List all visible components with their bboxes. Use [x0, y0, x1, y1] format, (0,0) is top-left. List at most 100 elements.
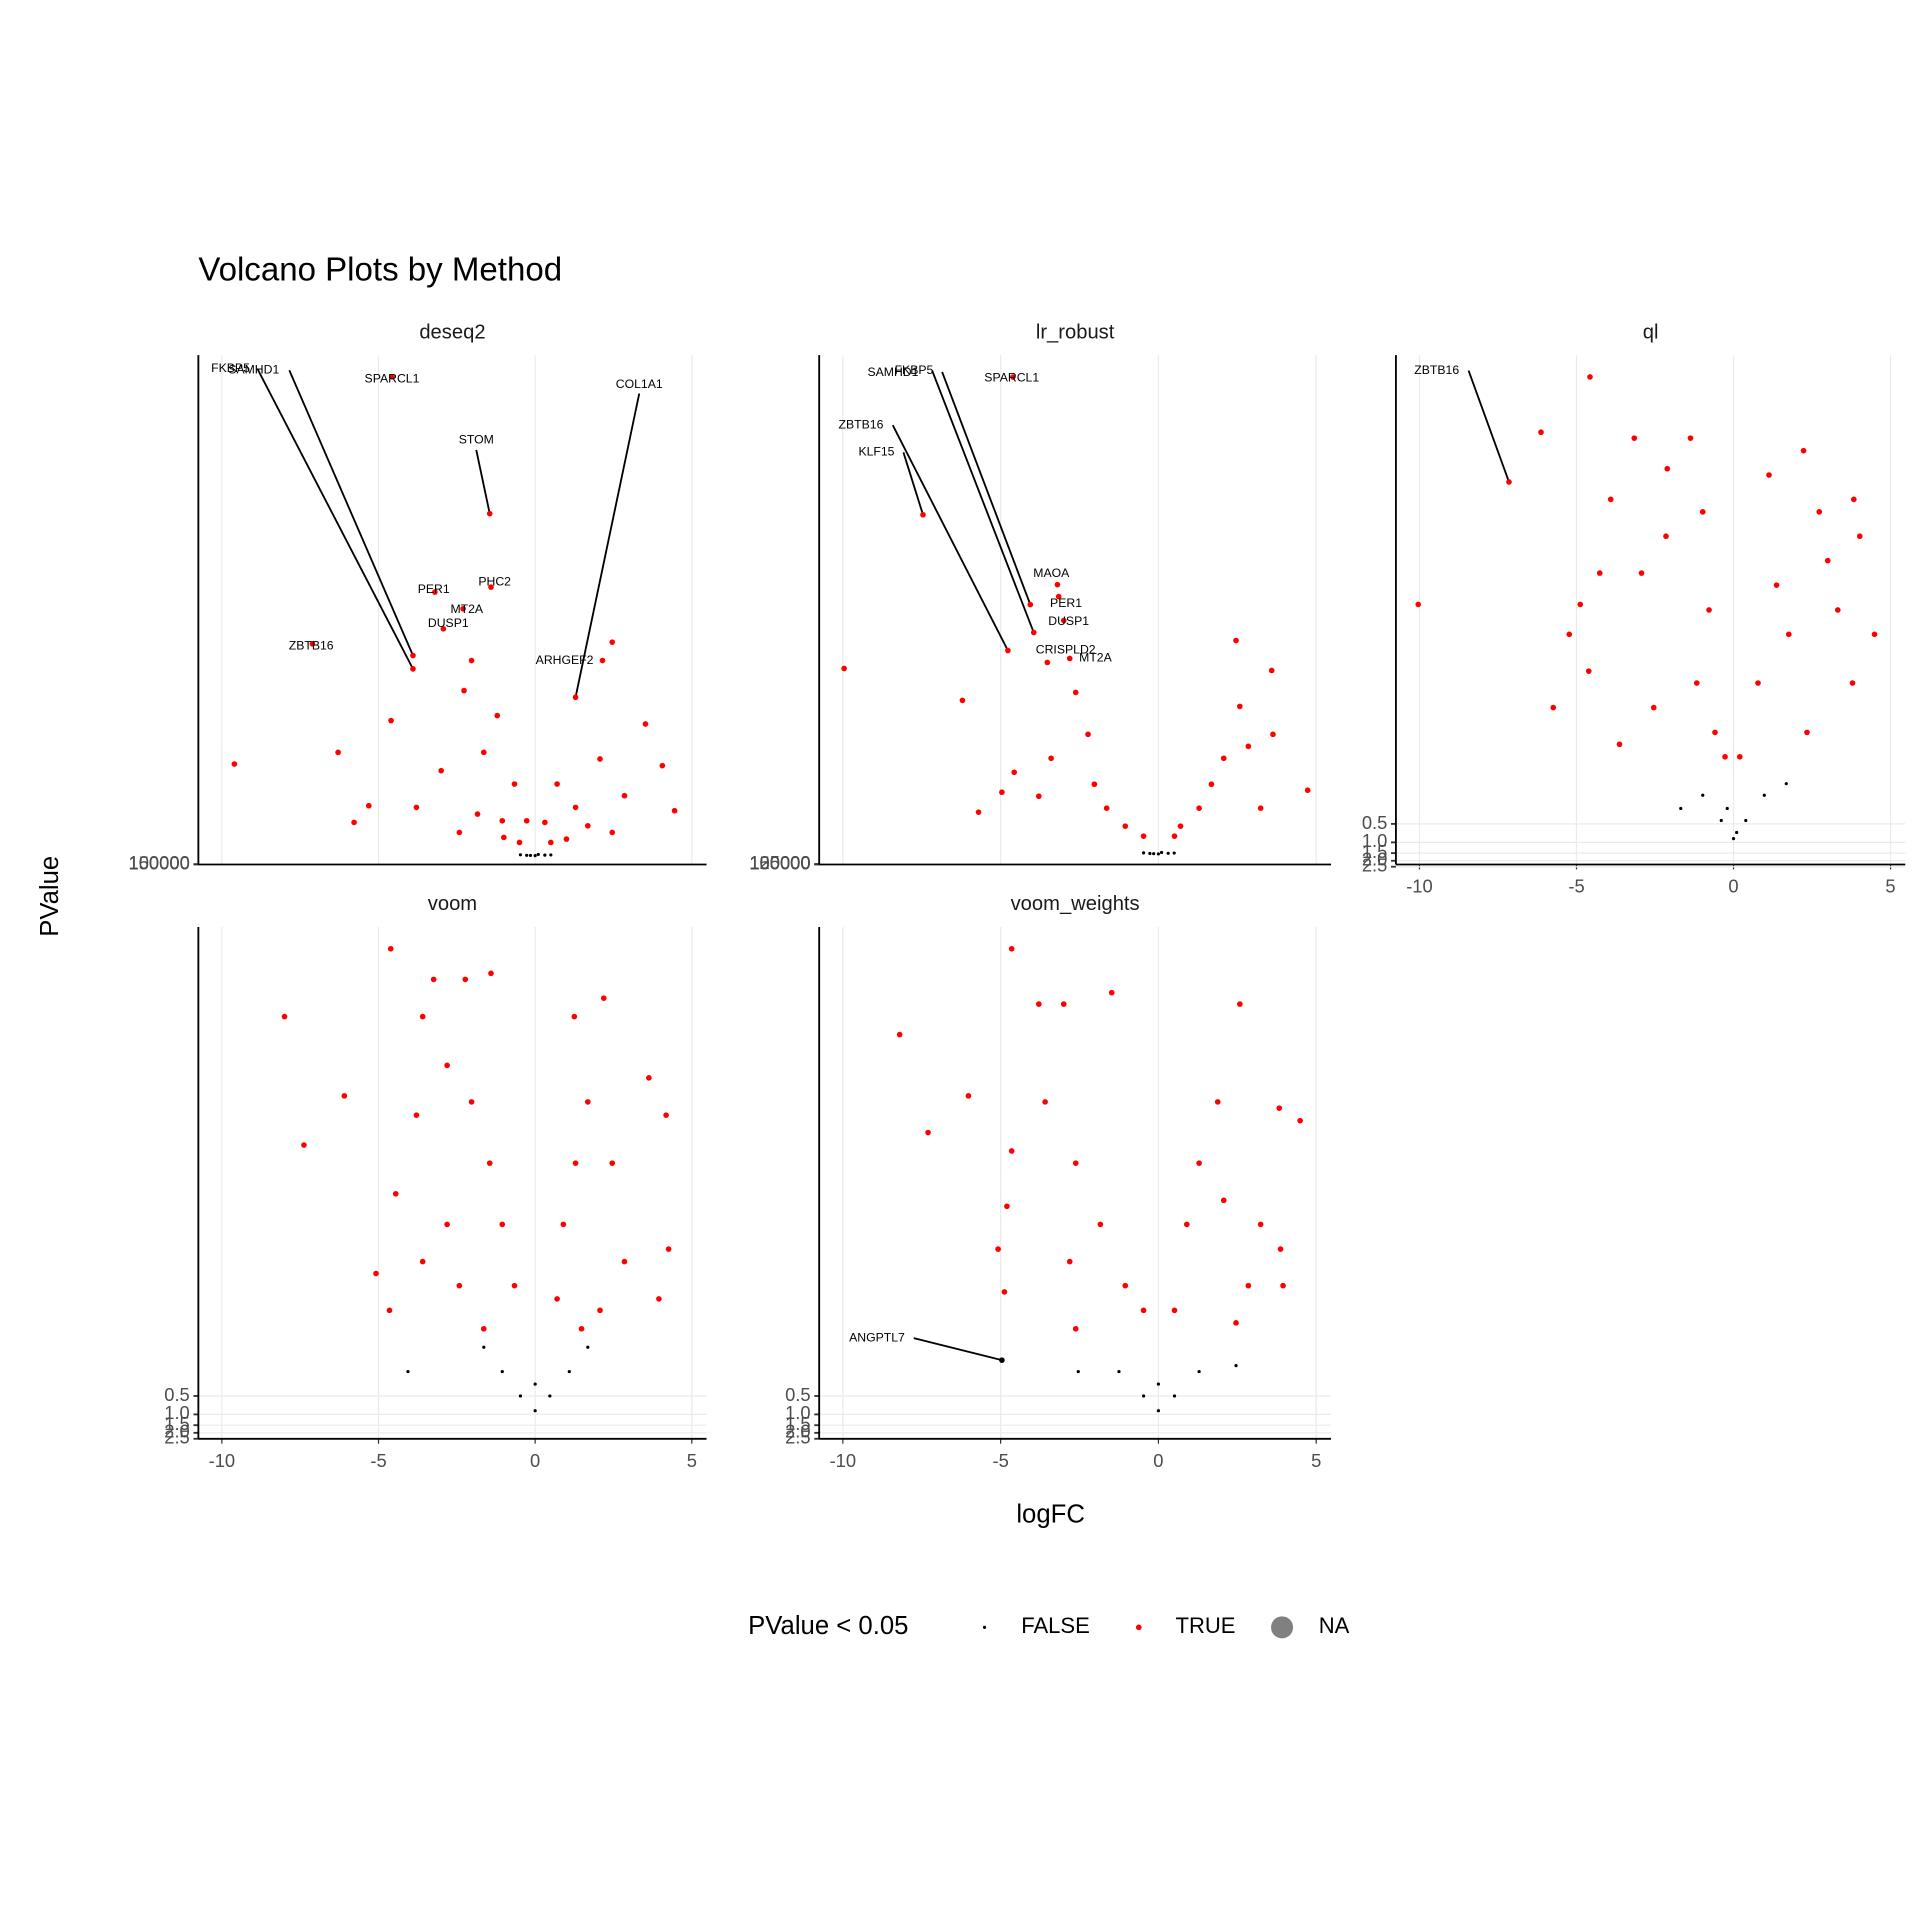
point	[1072, 1325, 1079, 1332]
point	[1607, 496, 1614, 503]
point	[1304, 787, 1311, 794]
point	[621, 792, 628, 799]
point	[1699, 509, 1706, 515]
point	[335, 749, 341, 756]
point	[1172, 1394, 1177, 1398]
point	[301, 1142, 307, 1148]
y-tick-label: 2.0	[1362, 849, 1388, 870]
labeled-point	[1066, 655, 1073, 662]
y-tick-label: 0.5	[164, 1384, 190, 1405]
point	[480, 1325, 487, 1332]
point	[1091, 781, 1098, 788]
point	[1735, 830, 1739, 835]
point	[1233, 637, 1239, 644]
x-tick-label: -10	[1406, 876, 1433, 897]
labeled-point	[599, 657, 606, 664]
point	[597, 756, 603, 762]
point	[1722, 753, 1728, 760]
point-label: SPARCL1	[984, 371, 1039, 385]
point	[468, 1099, 475, 1105]
point	[554, 781, 560, 787]
point	[1577, 601, 1584, 608]
point-label: CRISPLD2	[1036, 642, 1096, 656]
point-label: SAMHD1	[228, 362, 279, 376]
point	[1141, 1394, 1146, 1398]
point-label: ZBTB16	[1414, 363, 1459, 377]
strip-title: voom	[428, 893, 477, 915]
point	[965, 1093, 972, 1099]
point	[1103, 805, 1110, 812]
point	[511, 781, 518, 787]
point	[1011, 769, 1018, 776]
point	[474, 811, 481, 817]
y-tick-label: 2.5	[785, 1427, 811, 1448]
y-tick-label: 1.5	[785, 1413, 811, 1434]
point	[1122, 823, 1129, 829]
point	[1566, 631, 1573, 638]
point	[1270, 731, 1276, 738]
figure-title: Volcano Plots by Method	[198, 252, 562, 289]
legend-key	[1271, 1616, 1294, 1639]
panel-background	[198, 355, 707, 865]
labeled-point	[1060, 617, 1067, 624]
point	[536, 852, 540, 857]
labeled-point	[389, 373, 395, 380]
point	[462, 976, 469, 983]
point	[501, 834, 507, 841]
point	[975, 809, 982, 816]
labeled-point	[309, 641, 316, 647]
point	[1834, 607, 1841, 613]
label-connector	[288, 369, 414, 656]
point	[567, 1369, 571, 1374]
point	[419, 1013, 426, 1020]
point-label: MAOA	[1033, 566, 1070, 580]
x-tick-label: 5	[1885, 876, 1895, 897]
y-tick-label: 150000	[129, 852, 190, 873]
point	[231, 761, 238, 767]
point	[1237, 703, 1243, 710]
strip-title: lr_robust	[1036, 321, 1115, 343]
point	[1701, 793, 1705, 797]
labeled-point	[1010, 374, 1016, 380]
point	[1631, 435, 1638, 441]
labeled-point	[1055, 593, 1062, 600]
x-tick-label: 0	[1153, 1450, 1163, 1471]
point	[609, 639, 616, 645]
point	[563, 836, 570, 842]
point	[518, 853, 523, 857]
x-tick-label: 5	[687, 1450, 697, 1471]
point	[386, 1307, 393, 1314]
labeled-point	[410, 652, 416, 659]
point	[609, 1160, 616, 1166]
y-tick-label: 2.5	[1362, 855, 1388, 876]
point-label: FKBP5	[895, 363, 934, 377]
point	[1140, 1307, 1147, 1314]
point	[621, 1258, 628, 1265]
point	[1140, 833, 1147, 839]
point	[500, 1369, 504, 1374]
point	[1097, 1221, 1104, 1228]
labeled-point	[999, 1357, 1005, 1363]
point-label: DUSP1	[1048, 614, 1089, 628]
x-tick-label: -10	[830, 1450, 857, 1471]
point	[896, 1031, 903, 1038]
legend-key	[982, 1625, 987, 1629]
point	[1148, 851, 1152, 856]
point	[543, 853, 547, 857]
point	[1276, 1105, 1283, 1111]
point	[1237, 1001, 1243, 1007]
point	[480, 749, 487, 756]
point	[1856, 533, 1863, 540]
y-tick-label: 2.0	[164, 1421, 190, 1442]
point	[572, 1160, 579, 1166]
point	[1035, 1001, 1042, 1007]
point	[549, 853, 553, 857]
x-tick-label: -5	[1568, 876, 1584, 897]
point	[533, 1382, 537, 1386]
point	[373, 1270, 379, 1277]
point	[488, 970, 494, 977]
point	[1156, 1382, 1161, 1386]
point	[554, 1296, 560, 1302]
point	[456, 1282, 463, 1289]
label-connector	[574, 393, 641, 698]
